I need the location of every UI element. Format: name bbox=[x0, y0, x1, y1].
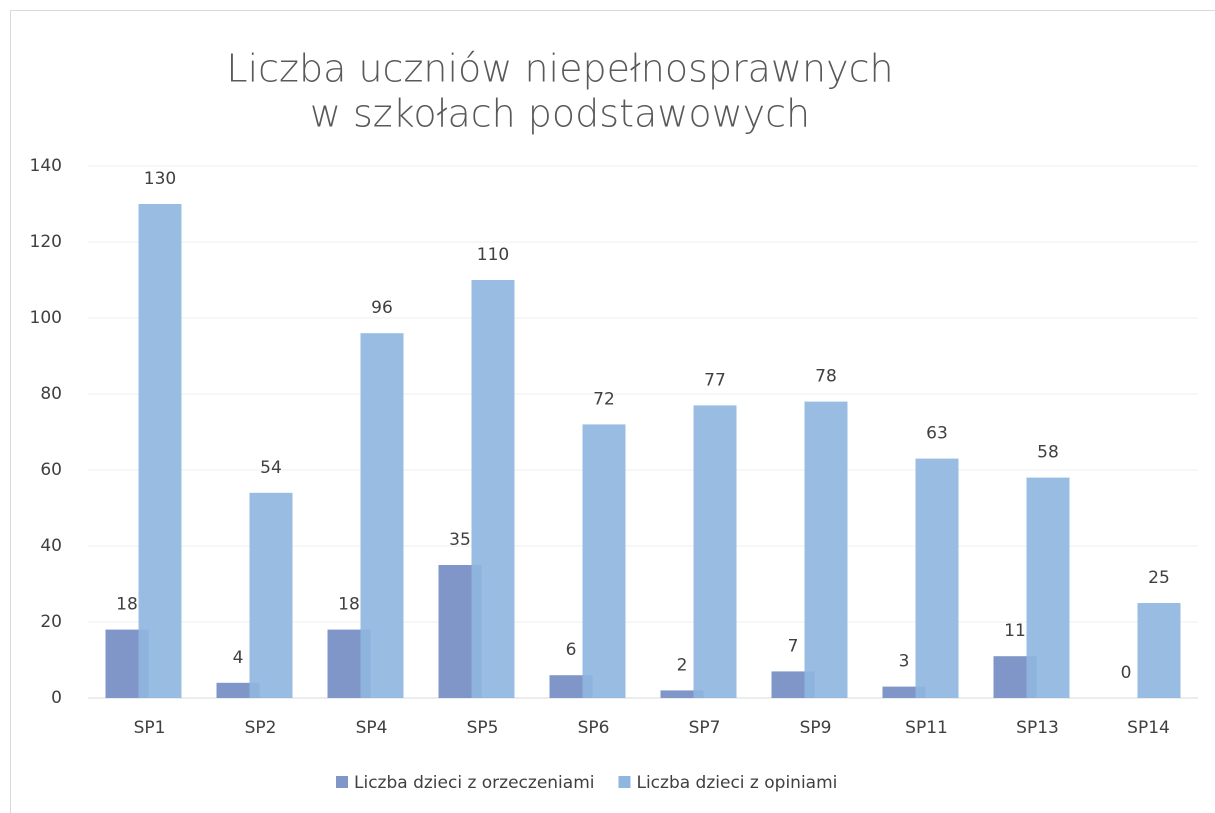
y-tick-label: 60 bbox=[40, 460, 62, 480]
data-label: 77 bbox=[704, 370, 726, 390]
y-tick-label: 100 bbox=[30, 308, 62, 328]
x-tick-label: SP4 bbox=[356, 718, 388, 738]
bar bbox=[804, 401, 848, 698]
bar bbox=[216, 682, 260, 698]
bar bbox=[360, 333, 404, 698]
x-tick-label: SP5 bbox=[467, 718, 499, 738]
data-label: 35 bbox=[449, 530, 471, 550]
data-label: 0 bbox=[1121, 663, 1132, 683]
y-tick-label: 120 bbox=[30, 232, 62, 252]
data-label: 3 bbox=[899, 652, 910, 672]
y-tick-label: 40 bbox=[40, 536, 62, 556]
data-label: 110 bbox=[477, 245, 509, 265]
bar bbox=[1026, 477, 1070, 698]
bar bbox=[693, 405, 737, 698]
legend-label: Liczba dzieci z orzeczeniami bbox=[354, 773, 594, 793]
bar bbox=[915, 458, 959, 698]
bar bbox=[882, 686, 926, 698]
chart-frame bbox=[10, 10, 1215, 813]
data-label: 2 bbox=[677, 655, 688, 675]
chart-title: Liczba uczniów niepełnosprawnych bbox=[226, 47, 893, 91]
legend-swatch bbox=[618, 776, 631, 788]
data-label: 63 bbox=[926, 424, 948, 444]
legend-swatch bbox=[336, 776, 348, 788]
x-tick-label: SP6 bbox=[578, 718, 610, 738]
y-tick-label: 140 bbox=[30, 156, 62, 176]
data-label: 11 bbox=[1004, 621, 1026, 641]
data-label: 54 bbox=[260, 458, 282, 478]
bar bbox=[582, 424, 626, 698]
legend-label: Liczba dzieci z opiniami bbox=[636, 773, 837, 793]
data-label: 25 bbox=[1148, 568, 1170, 588]
bar bbox=[549, 675, 593, 698]
data-label: 96 bbox=[371, 298, 393, 318]
bar bbox=[138, 204, 182, 698]
x-tick-label: SP7 bbox=[689, 718, 721, 738]
y-tick-label: 20 bbox=[40, 612, 62, 632]
data-label: 58 bbox=[1037, 443, 1059, 463]
x-tick-label: SP9 bbox=[800, 718, 832, 738]
chart-title: w szkołach podstawowych bbox=[310, 92, 810, 136]
y-tick-label: 0 bbox=[51, 688, 62, 708]
data-label: 130 bbox=[144, 169, 176, 189]
x-tick-label: SP2 bbox=[245, 718, 277, 738]
x-tick-label: SP13 bbox=[1016, 718, 1059, 738]
data-label: 18 bbox=[338, 595, 360, 615]
x-tick-label: SP14 bbox=[1127, 718, 1170, 738]
bar bbox=[660, 690, 704, 698]
data-label: 4 bbox=[233, 648, 244, 668]
data-label: 72 bbox=[593, 389, 615, 409]
x-tick-label: SP11 bbox=[905, 718, 948, 738]
data-label: 18 bbox=[116, 595, 138, 615]
data-label: 78 bbox=[815, 367, 837, 387]
bar bbox=[249, 492, 293, 698]
data-label: 6 bbox=[566, 640, 577, 660]
y-tick-label: 80 bbox=[40, 384, 62, 404]
data-label: 7 bbox=[788, 636, 799, 656]
x-tick-label: SP1 bbox=[134, 718, 166, 738]
bar bbox=[1137, 603, 1181, 698]
bar bbox=[471, 280, 515, 698]
